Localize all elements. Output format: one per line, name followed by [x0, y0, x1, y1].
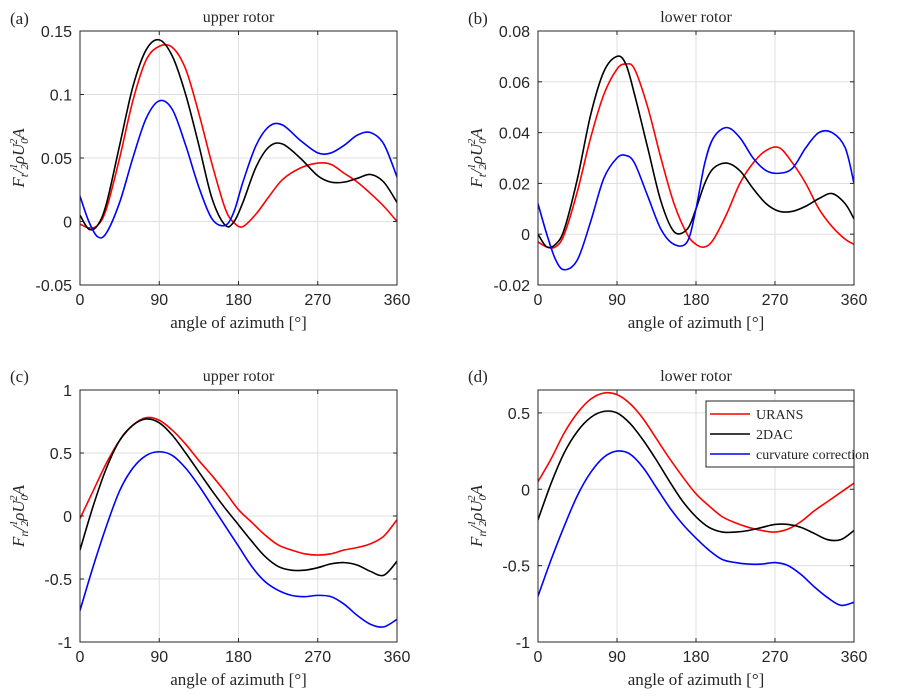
x-tick-label: 90	[608, 292, 626, 309]
y-tick-label: 0.06	[499, 75, 530, 92]
chart-title: upper rotor	[203, 368, 275, 385]
legend: URANS 2DAC curvature correction	[705, 400, 869, 468]
chart-title: lower rotor	[660, 9, 732, 26]
y-tick-label: 0.05	[41, 151, 72, 168]
series-line-curvature-correction	[80, 450, 397, 628]
x-tick-label: 360	[384, 649, 411, 666]
x-tick-label: 0	[76, 292, 85, 309]
y-tick-label: 0.15	[41, 24, 72, 41]
x-axis-label: angle of azimuth [°]	[628, 313, 765, 332]
series-line-2dac	[538, 55, 854, 249]
x-tick-label: 270	[762, 649, 789, 666]
y-tick-label: 0.5	[508, 406, 530, 423]
panel-label: (c)	[10, 367, 29, 386]
y-tick-label: 0	[521, 482, 530, 499]
y-tick-label: 0.1	[50, 88, 72, 105]
y-axis-label: Fn/12ρU02AF_n / ½ρU0²A	[466, 484, 489, 548]
series-line-2dac	[538, 410, 854, 542]
x-tick-label: 0	[534, 649, 543, 666]
series-line-curvature-correction	[80, 99, 397, 239]
panel-b: 0 90 180 270 360-0.0200.020.040.060.08lower …	[466, 9, 867, 332]
x-tick-label: 360	[841, 649, 868, 666]
x-tick-label: 270	[304, 292, 331, 309]
x-tick-label: 270	[304, 649, 331, 666]
y-tick-label: 0	[521, 227, 530, 244]
series-line-urans	[538, 391, 854, 533]
series-line-curvature-correction	[538, 450, 854, 607]
series-line-2dac	[80, 418, 397, 577]
x-tick-label: 360	[384, 292, 411, 309]
y-tick-label: -1	[58, 635, 72, 652]
x-tick-label: 180	[225, 292, 252, 309]
x-tick-label: 90	[608, 649, 626, 666]
y-tick-label: -0.05	[36, 278, 73, 295]
y-tick-label: 0.08	[499, 24, 530, 41]
legend-entry-label: curvature correction	[756, 448, 869, 463]
chart-title: upper rotor	[203, 9, 275, 26]
x-tick-label: 180	[683, 649, 710, 666]
y-tick-label: -0.02	[494, 278, 531, 295]
series-line-urans	[538, 62, 854, 249]
y-tick-label: 0	[63, 215, 72, 232]
x-tick-label: 270	[762, 292, 789, 309]
y-tick-label: -0.5	[44, 572, 72, 589]
x-tick-label: 90	[150, 292, 168, 309]
x-axis-label: angle of azimuth [°]	[628, 670, 765, 689]
series-line-urans	[80, 43, 397, 229]
x-axis-label: angle of azimuth [°]	[170, 313, 307, 332]
panel-c: 0 90 180 270 360 -1 -0.5 0 0.5 1 upper rotor angle …	[8, 367, 410, 689]
series-line-curvature-correction	[538, 126, 854, 271]
panel-label: (a)	[10, 9, 29, 28]
y-tick-label: -1	[516, 635, 530, 652]
y-axis-label: Ft/12ρU02AF_t / ½ρU0²A	[8, 128, 31, 189]
panel-label: (d)	[468, 367, 488, 386]
y-tick-label: 0.02	[499, 176, 530, 193]
panel-label: (b)	[468, 9, 488, 28]
x-tick-label: 0	[534, 292, 543, 309]
x-tick-label: 0	[76, 649, 85, 666]
y-tick-label: 1	[63, 383, 72, 400]
x-tick-label: 360	[841, 292, 868, 309]
y-tick-label: 0.5	[50, 446, 72, 463]
y-axis-label: Ft/12ρU02AF_t / ½ρU0²A	[466, 128, 489, 189]
series-line-2dac	[80, 38, 397, 231]
y-tick-label: -0.5	[502, 559, 530, 576]
x-tick-label: 180	[225, 649, 252, 666]
x-tick-label: 180	[683, 292, 710, 309]
x-tick-label: 90	[150, 649, 168, 666]
legend-entry-label: 2DAC	[756, 428, 793, 443]
y-axis-label: Fn/12ρU02AF_n / ½ρU0²A	[8, 484, 31, 548]
chart-title: lower rotor	[660, 368, 732, 385]
y-tick-label: 0	[63, 509, 72, 526]
x-axis-label: angle of azimuth [°]	[170, 670, 307, 689]
legend-entry-label: URANS	[756, 408, 803, 423]
y-tick-label: 0.04	[499, 126, 530, 143]
